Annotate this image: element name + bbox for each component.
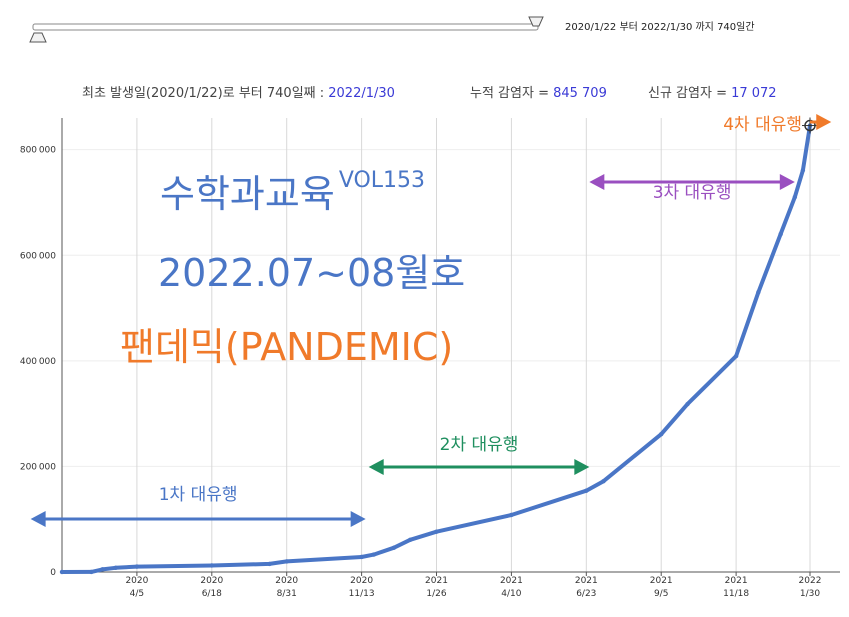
data-point	[391, 545, 397, 550]
range-text: 2020/1/22 부터 2022/1/30 까지 740일간	[565, 21, 755, 33]
x-tick-date: 4/10	[501, 589, 521, 599]
data-point	[685, 401, 690, 407]
data-point	[434, 529, 439, 534]
data-point	[209, 563, 215, 568]
y-tick-label: 200 000	[20, 462, 56, 472]
y-tick-label: 600 000	[20, 251, 56, 261]
data-point	[733, 353, 739, 359]
cumulative-cases: 누적 감염자 = 845 709	[470, 86, 607, 101]
wave-2-annotation: 2차 대유행	[368, 435, 590, 475]
data-point	[792, 194, 798, 200]
y-tick-label: 0	[50, 568, 56, 578]
x-tick-year: 2021	[650, 576, 673, 586]
arrowhead-right-icon	[574, 459, 590, 475]
data-point	[601, 479, 606, 484]
x-tick-date: 1/30	[800, 589, 820, 599]
x-tick-year: 2020	[200, 576, 223, 586]
x-tick-date: 6/18	[202, 589, 222, 599]
data-point	[584, 488, 589, 493]
series-cumulative-cases	[59, 117, 818, 575]
data-point	[267, 561, 272, 567]
data-point	[800, 168, 806, 173]
x-tick-date: 8/31	[277, 589, 297, 599]
wave-label: 1차 대유행	[159, 485, 238, 505]
x-tick-date: 9/5	[654, 589, 668, 599]
slider-track[interactable]	[32, 23, 539, 31]
slider-start-handle[interactable]	[29, 32, 47, 43]
data-point	[113, 565, 118, 570]
wave-1-annotation: 1차 대유행	[30, 485, 366, 527]
data-point	[756, 290, 761, 295]
x-tick-year: 2020	[350, 576, 373, 586]
data-point	[659, 432, 664, 437]
arrowhead-left-icon	[589, 174, 605, 190]
x-tick-year: 2021	[575, 576, 598, 586]
x-tick-year: 2020	[125, 576, 148, 586]
overlay-title-line1: 수학과교육 VOL153	[160, 168, 425, 216]
data-point	[407, 537, 413, 542]
x-tick-year: 2022	[799, 576, 822, 586]
time-range-slider[interactable]	[29, 16, 544, 43]
axes: 0 200 000 400 000 600 000 800 000 2020 4/5 2020…	[20, 118, 840, 599]
new-cases-value: 17 072	[731, 86, 777, 101]
y-tick-label: 800 000	[20, 146, 56, 156]
data-point	[359, 554, 364, 560]
overlay-topic: 팬데믹(PANDEMIC)	[120, 325, 453, 369]
new-cases-label: 신규 감염자 =	[648, 86, 731, 101]
info-date: 2022/1/30	[328, 86, 395, 101]
wave-label: 3차 대유행	[653, 183, 732, 203]
x-tick-year: 2021	[725, 576, 748, 586]
x-tick-year: 2021	[425, 576, 448, 586]
overlay-issue: 2022.07~08월호	[158, 251, 465, 295]
wave-4-annotation: 4차 대유행	[723, 114, 832, 135]
data-point	[778, 231, 783, 237]
x-tick-date: 6/23	[576, 589, 596, 599]
arrowhead-right-icon	[816, 114, 832, 130]
current-point-marker[interactable]	[802, 117, 818, 134]
arrowhead-left-icon	[368, 459, 384, 475]
wave-label: 4차 대유행	[723, 115, 802, 135]
x-tick-year: 2020	[275, 576, 298, 586]
data-point	[509, 512, 514, 518]
x-tick-date: 11/13	[349, 589, 375, 599]
cumulative-label: 누적 감염자 =	[470, 86, 553, 101]
slider-end-handle[interactable]	[528, 16, 544, 27]
arrowhead-right-icon	[779, 174, 795, 190]
arrowhead-left-icon	[30, 511, 46, 527]
wave-3-annotation: 3차 대유행	[589, 174, 795, 203]
info-prefix: 최초 발생일(2020/1/22)로 부터 740일째 :	[82, 86, 328, 101]
data-point	[371, 552, 376, 557]
new-cases: 신규 감염자 = 17 072	[648, 86, 777, 101]
x-tick-date: 4/5	[130, 589, 144, 599]
data-point	[100, 567, 105, 572]
wave-annotations: 1차 대유행 2차 대유행 3차 대유행 4차 대유행	[30, 114, 832, 527]
wave-label: 2차 대유행	[440, 435, 519, 455]
cumulative-cases-line	[60, 123, 812, 574]
journal-volume: VOL153	[339, 168, 425, 193]
data-point	[59, 569, 65, 575]
grid	[62, 118, 840, 573]
arrowhead-right-icon	[350, 511, 366, 527]
data-point	[284, 559, 289, 564]
cumulative-value: 845 709	[553, 86, 607, 101]
journal-name: 수학과교육	[160, 172, 335, 216]
x-tick-date: 11/18	[723, 589, 749, 599]
x-tick-year: 2021	[500, 576, 523, 586]
x-tick-date: 1/26	[426, 589, 446, 599]
info-line: 최초 발생일(2020/1/22)로 부터 740일째 : 2022/1/30	[82, 86, 395, 101]
data-point	[134, 564, 140, 569]
y-tick-label: 400 000	[20, 357, 56, 367]
data-point	[89, 569, 94, 575]
